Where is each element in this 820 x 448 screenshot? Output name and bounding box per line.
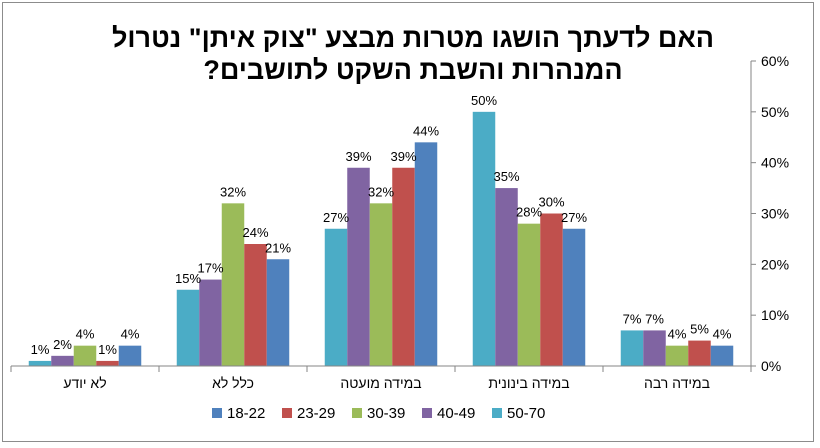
- data-label-40-49-cat-0: 7%: [645, 311, 664, 326]
- category-label-2: במידה מועטה: [340, 375, 421, 391]
- data-label-40-49-cat-4: 2%: [53, 337, 72, 352]
- bar-40-49-cat-0: [643, 330, 666, 366]
- legend-swatch-30-39: [352, 408, 362, 418]
- bar-50-70-cat-2: [324, 228, 348, 366]
- bar-23-29-cat-2: [392, 167, 415, 366]
- y-tick-label: 60%: [761, 53, 789, 69]
- data-label-30-39-cat-1: 28%: [516, 205, 542, 220]
- legend-swatch-50-70: [492, 408, 502, 418]
- category-label-3: כלל לא: [212, 375, 254, 391]
- legend-label-40-49: 40-49: [437, 405, 475, 422]
- bar-30-39-cat-2: [369, 203, 393, 366]
- data-label-23-29-cat-3: 24%: [242, 225, 268, 240]
- bar-18-22-cat-3: [266, 259, 290, 366]
- y-tick-label: 50%: [761, 104, 789, 120]
- bar-40-49-cat-2: [347, 167, 370, 366]
- bar-50-70-cat-1: [472, 111, 496, 366]
- category-label-1: במידה בינונית: [488, 375, 569, 391]
- legend-label-18-22: 18-22: [227, 405, 265, 422]
- data-label-40-49-cat-3: 17%: [197, 261, 223, 276]
- bar-18-22-cat-0: [710, 345, 734, 366]
- bar-23-29-cat-0: [688, 340, 711, 366]
- legend: 18-22 23-29 30-39 40-49 50-70: [212, 405, 545, 422]
- chart: האם לדעתך הושגו מטרות מבצע "צוק איתן" נט…: [10, 23, 789, 422]
- category-label-4: לא יודע: [63, 375, 106, 391]
- y-tick-label: 20%: [761, 256, 789, 272]
- data-labels: 7% 7%4% 5% 4%50%35%28%30%27%27%39%32%39%44%…: [31, 93, 732, 357]
- bar-40-49-cat-1: [495, 188, 518, 366]
- bar-50-70-cat-4: [28, 360, 52, 366]
- bar-40-49-cat-3: [199, 279, 222, 366]
- data-label-30-39-cat-0: 4%: [668, 327, 687, 342]
- chart-title-line-1: האם לדעתך הושגו מטרות מבצע "צוק איתן" נט…: [112, 23, 714, 53]
- bar-30-39-cat-1: [517, 223, 541, 366]
- y-tick-label: 30%: [761, 206, 789, 222]
- data-label-50-70-cat-3: 15%: [175, 271, 201, 286]
- y-tick-label: 10%: [761, 307, 789, 323]
- axes: במידה רבה במידה בינונית במידה מועטה כלל לא ל…: [10, 53, 789, 391]
- legend-label-30-39: 30-39: [367, 405, 405, 422]
- data-label-30-39-cat-3: 32%: [220, 184, 246, 199]
- data-label-18-22-cat-1: 27%: [561, 210, 587, 225]
- category-label-0: במידה רבה: [644, 375, 710, 391]
- bar-30-39-cat-3: [221, 203, 245, 366]
- bar-18-22-cat-2: [414, 142, 438, 366]
- data-label-30-39-cat-2: 32%: [368, 184, 394, 199]
- bar-40-49-cat-4: [51, 355, 74, 366]
- legend-swatch-40-49: [422, 408, 432, 418]
- bars: [28, 111, 734, 366]
- chart-frame: האם לדעתך הושגו מטרות מבצע "צוק איתן" נט…: [2, 2, 814, 442]
- data-label-18-22-cat-0: 4%: [713, 327, 732, 342]
- legend-swatch-18-22: [212, 408, 222, 418]
- y-tick-label: 40%: [761, 155, 789, 171]
- data-label-40-49-cat-1: 35%: [493, 169, 519, 184]
- legend-label-23-29: 23-29: [297, 405, 335, 422]
- bar-30-39-cat-4: [73, 345, 97, 366]
- legend-label-50-70: 50-70: [507, 405, 545, 422]
- data-label-30-39-cat-4: 4%: [76, 327, 95, 342]
- bar-23-29-cat-3: [244, 244, 267, 366]
- data-label-18-22-cat-3: 21%: [265, 240, 291, 255]
- data-label-23-29-cat-1: 30%: [538, 195, 564, 210]
- data-label-40-49-cat-2: 39%: [345, 149, 371, 164]
- data-label-50-70-cat-4: 1%: [31, 342, 50, 357]
- bar-50-70-cat-3: [176, 289, 200, 366]
- chart-title: האם לדעתך הושגו מטרות מבצע "צוק איתן" נט…: [112, 23, 714, 85]
- data-label-50-70-cat-1: 50%: [471, 93, 497, 108]
- data-label-18-22-cat-4: 4%: [121, 327, 140, 342]
- data-label-23-29-cat-2: 39%: [390, 149, 416, 164]
- data-label-23-29-cat-4: 1%: [98, 342, 117, 357]
- bar-30-39-cat-0: [665, 345, 689, 366]
- legend-swatch-23-29: [282, 408, 292, 418]
- bar-23-29-cat-1: [540, 213, 563, 366]
- data-label-50-70-cat-0: 7%: [623, 311, 642, 326]
- bar-23-29-cat-4: [96, 360, 119, 366]
- data-label-23-29-cat-0: 5%: [690, 322, 709, 337]
- y-tick-label: 0%: [761, 358, 781, 374]
- chart-title-line-2: המנהרות והשבת השקט לתושבים?: [203, 55, 622, 85]
- bar-18-22-cat-4: [118, 345, 142, 366]
- data-label-18-22-cat-2: 44%: [413, 123, 439, 138]
- bar-50-70-cat-0: [620, 330, 644, 366]
- data-label-50-70-cat-2: 27%: [323, 210, 349, 225]
- bar-18-22-cat-1: [562, 228, 586, 366]
